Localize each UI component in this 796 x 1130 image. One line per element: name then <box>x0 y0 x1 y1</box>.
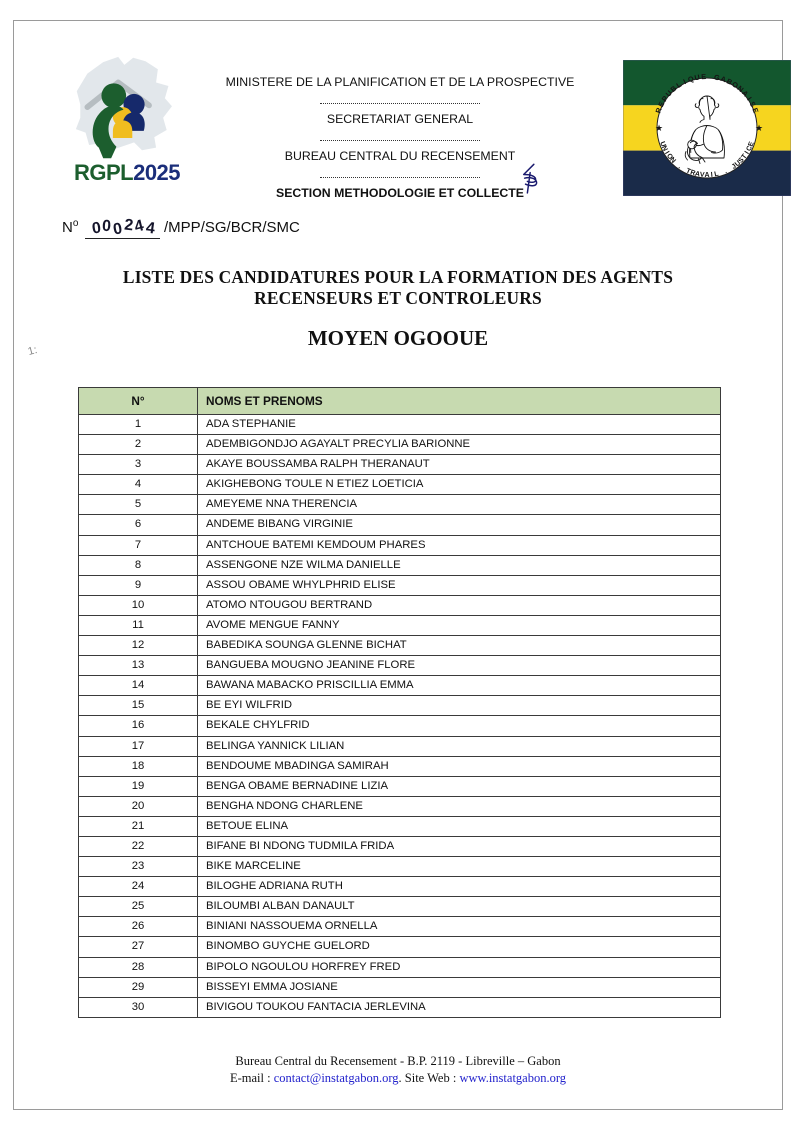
svg-text:A: A <box>704 172 709 179</box>
svg-text:E: E <box>701 72 707 81</box>
svg-text:★: ★ <box>755 123 763 133</box>
svg-text:★: ★ <box>655 123 663 133</box>
